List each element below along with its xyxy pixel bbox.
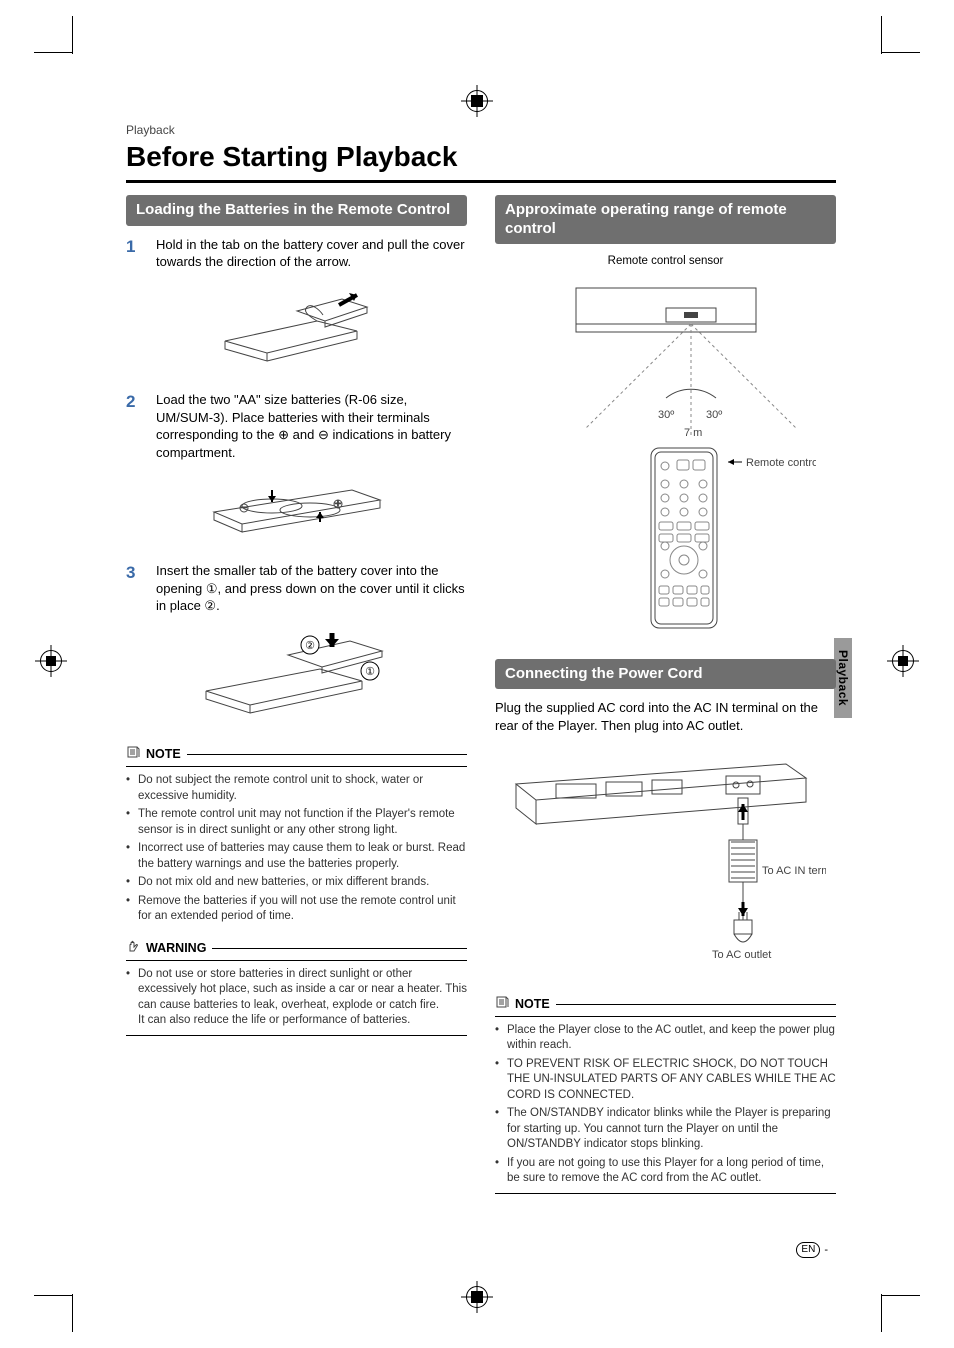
note-item: TO PREVENT RISK OF ELECTRIC SHOCK, DO NO… — [495, 1057, 836, 1104]
step-1-text: Hold in the tab on the battery cover and… — [156, 236, 467, 271]
note-icon — [126, 745, 140, 764]
fig3-label-2: ② — [305, 640, 315, 652]
step-2-num: 2 — [126, 391, 144, 461]
note-heading-right: NOTE — [495, 995, 836, 1017]
remote-unit-label: Remote control unit — [746, 457, 816, 469]
warning-item: Do not use or store batteries in direct … — [126, 967, 467, 1029]
right-column: Approximate operating range of remote co… — [495, 195, 836, 1194]
to-ac-in-label: To AC IN terminal — [762, 865, 826, 877]
note-item: Place the Player close to the AC outlet,… — [495, 1023, 836, 1054]
step-3-text: Insert the smaller tab of the battery co… — [156, 562, 467, 615]
note-list-left: Do not subject the remote control unit t… — [126, 773, 467, 925]
warning-label: WARNING — [146, 940, 206, 957]
step-2-text: Load the two "AA" size batteries (R-06 s… — [156, 391, 467, 461]
figure-step2: − + — [126, 472, 467, 547]
step-1-num: 1 — [126, 236, 144, 271]
lang-badge: EN — [796, 1242, 820, 1258]
note-item: Incorrect use of batteries may cause the… — [126, 841, 467, 872]
svg-text:+: + — [334, 498, 340, 510]
power-intro: Plug the supplied AC cord into the AC IN… — [495, 699, 836, 734]
page-title: Before Starting Playback — [126, 138, 836, 183]
band-operating-range: Approximate operating range of remote co… — [495, 195, 836, 245]
step-1: 1 Hold in the tab on the battery cover a… — [126, 236, 467, 271]
note-item: The ON/STANDBY indicator blinks while th… — [495, 1106, 836, 1153]
band-power-cord: Connecting the Power Cord — [495, 659, 836, 690]
to-ac-outlet-label: To AC outlet — [712, 949, 771, 961]
note-item: If you are not going to use this Player … — [495, 1156, 836, 1187]
angle-right: 30º — [706, 409, 722, 421]
fig3-label-1: ① — [365, 666, 375, 678]
figure-step3: ① ② — [126, 625, 467, 730]
note-list-right: Place the Player close to the AC outlet,… — [495, 1023, 836, 1187]
distance-label: 7 m — [684, 427, 702, 439]
step-2: 2 Load the two "AA" size batteries (R-06… — [126, 391, 467, 461]
note-item: Do not mix old and new batteries, or mix… — [126, 875, 467, 891]
note-item: The remote control unit may not function… — [126, 807, 467, 838]
warning-list: Do not use or store batteries in direct … — [126, 967, 467, 1029]
svg-text:−: − — [240, 502, 246, 514]
sensor-caption: Remote control sensor — [495, 254, 836, 270]
page-footer: EN- — [796, 1242, 828, 1258]
step-3: 3 Insert the smaller tab of the battery … — [126, 562, 467, 615]
figure-range: 30º 30º 7 m — [495, 278, 836, 643]
band-loading-batteries: Loading the Batteries in the Remote Cont… — [126, 195, 467, 226]
hand-icon — [126, 939, 140, 958]
figure-power: To AC IN terminal To AC outlet — [495, 744, 836, 979]
warning-heading: WARNING — [126, 939, 467, 961]
page: Playback Before Starting Playback Loadin… — [0, 0, 954, 1348]
figure-step1 — [126, 281, 467, 376]
note-label-left: NOTE — [146, 746, 181, 763]
note-item: Remove the batteries if you will not use… — [126, 894, 467, 925]
note-item: Do not subject the remote control unit t… — [126, 773, 467, 804]
angle-left: 30º — [658, 409, 674, 421]
note-heading-left: NOTE — [126, 745, 467, 767]
step-3-num: 3 — [126, 562, 144, 615]
left-column: Loading the Batteries in the Remote Cont… — [126, 195, 467, 1194]
note-label-right: NOTE — [515, 996, 550, 1013]
section-overline: Playback — [126, 122, 836, 138]
note-icon — [495, 995, 509, 1014]
